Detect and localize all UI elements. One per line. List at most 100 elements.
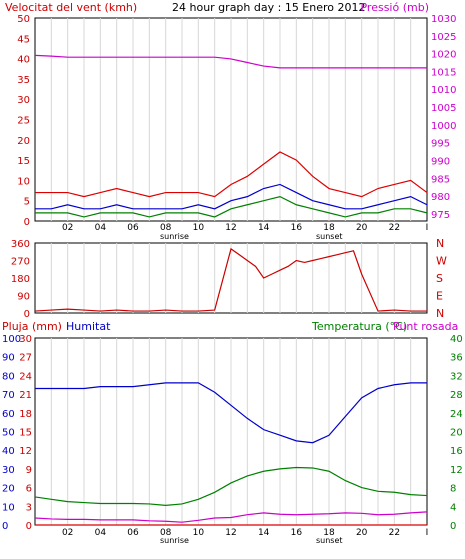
pressure-y-tick-label: 975: [431, 210, 450, 221]
direction-y-tick-label: 90: [17, 292, 30, 303]
pressure-y-tick-label: 1030: [431, 14, 456, 25]
climate-x-tick-label: 14: [258, 528, 270, 538]
climate-x-tick-label: 02: [62, 528, 73, 538]
pressure-y-tick-label: 1010: [431, 85, 456, 96]
climate-sunrise-label: sunrise: [160, 536, 189, 545]
wind-y-tick-label: 20: [17, 136, 30, 147]
climate-grid: [50, 338, 412, 525]
humidity-y-tick-label: 80: [2, 371, 15, 382]
wind-y-tick-label: 10: [17, 176, 30, 187]
humidity-y-tick-label: 70: [2, 390, 15, 401]
temperature-y-tick-label: 4: [450, 502, 456, 513]
series-gust-line: [35, 151, 428, 198]
compass-label: N: [436, 307, 444, 320]
temperature-y-tick-label: 36: [450, 353, 463, 364]
rain-axis-label: Pluja (mm): [2, 320, 62, 333]
temperature-y-tick-label: 28: [450, 390, 463, 401]
rain-y-tick-label: 27: [19, 353, 32, 364]
wind-x-tick-label: 02: [62, 223, 73, 233]
wind-y-tick-label: 30: [17, 95, 30, 106]
series-wind_direction-line: [34, 247, 427, 312]
wind-y-tick-label: 15: [17, 156, 30, 167]
series-pressure-line: [34, 54, 427, 69]
climate-x-tick-label: 08: [160, 528, 172, 538]
humidity-y-tick-label: 60: [2, 409, 15, 420]
temperature-y-tick-label: 40: [450, 334, 463, 345]
wind-x-tick-label: 22: [389, 223, 400, 233]
climate-series: [34, 382, 428, 526]
direction-grid: [50, 243, 412, 313]
pressure-y-tick-label: 985: [431, 174, 450, 185]
pressure-y-tick-label: 990: [431, 156, 450, 167]
rain-y-tick-label: 9: [26, 465, 32, 476]
climate-x-tick-label: I: [426, 528, 429, 538]
humidity-y-tick-label: 30: [2, 465, 15, 476]
series-punt_rosada-line: [34, 511, 428, 523]
wind-sunset-label: sunset: [316, 232, 343, 241]
pressure-y-tick-label: 1015: [431, 67, 456, 78]
rain-y-tick-label: 18: [19, 409, 32, 420]
pressure-y-tick-label: 995: [431, 139, 450, 150]
rain-y-tick-label: 12: [19, 446, 32, 457]
temperature-y-tick-label: 16: [450, 446, 463, 457]
wind-sunrise-label: sunrise: [160, 232, 189, 241]
direction-y-tick-label: 0: [24, 309, 30, 320]
wind-x-tick-label: 10: [193, 223, 205, 233]
compass-label: E: [436, 290, 443, 303]
direction-y-tick-label: 360: [11, 239, 30, 250]
humidity-axis-label: Humitat: [66, 320, 111, 333]
humidity-y-tick-label: 100: [2, 334, 21, 345]
rain-y-tick-label: 15: [19, 428, 32, 439]
temperature-y-tick-label: 12: [450, 465, 463, 476]
direction-series: [34, 247, 427, 312]
series-humitat-line: [35, 382, 427, 444]
humidity-y-tick-label: 90: [2, 353, 15, 364]
humidity-y-tick-label: 20: [2, 484, 15, 495]
wind-grid: [50, 18, 412, 221]
wind-x-tick-label: 08: [160, 223, 172, 233]
wind-chart-title: 24 hour graph day : 15 Enero 2012: [172, 1, 366, 14]
temperature-y-tick-label: 8: [450, 484, 456, 495]
humidity-y-tick-label: 50: [2, 428, 15, 439]
wind-y-tick-label: 0: [24, 217, 30, 228]
wind-x-tick-label: 04: [95, 223, 107, 233]
rain-y-tick-label: 21: [19, 390, 32, 401]
climate-x-tick-label: 06: [127, 528, 139, 538]
direction-y-tick-label: 270: [11, 257, 30, 268]
temperature-y-tick-label: 32: [450, 371, 463, 382]
wind-y-ticks: 0 5 10 15 20 25 30 35 40 45 50: [17, 14, 30, 228]
humidity-y-tick-label: 40: [2, 446, 15, 457]
wind-x-tick-label: 16: [291, 223, 303, 233]
rain-y-tick-label: 0: [26, 521, 32, 532]
rain-y-tick-label: 24: [19, 371, 32, 382]
rain-y-tick-label: 30: [19, 334, 32, 345]
dewpoint-axis-label: Punt rosada: [393, 320, 458, 333]
climate-y-ticks: 0 10 20 30 40 50 60 70 80 90 100 0 3 6 9 12 15 18 21 24 27 30: [2, 334, 32, 532]
temperature-y-tick-label: 24: [450, 409, 463, 420]
temperature-y-ticks: 0 4 8 12 16 20 24 28 32 36 40: [450, 334, 463, 532]
wind-x-ticks: 02 04 06 08 10 12 14 16 18 20 22 I: [62, 223, 428, 233]
pressure-y-ticks: 975 980 985 990 995 1000 1005 1010 1015 1020 1025 1…: [431, 14, 456, 221]
wind-y-tick-label: 50: [17, 14, 30, 25]
compass-label: S: [436, 272, 443, 285]
climate-x-tick-label: 16: [291, 528, 303, 538]
rain-y-tick-label: 6: [26, 484, 32, 495]
humidity-y-tick-label: 10: [2, 502, 15, 513]
wind-left-axis-label: Velocitat del vent (kmh): [5, 1, 137, 14]
climate-sunset-label: sunset: [316, 536, 343, 545]
wind-y-tick-label: 25: [17, 116, 30, 127]
climate-x-tick-label: 18: [323, 528, 335, 538]
direction-y-ticks: 0 90 180 270 360: [11, 239, 30, 320]
wind-series: [34, 54, 428, 218]
wind-x-tick-label: 06: [127, 223, 139, 233]
wind-y-tick-label: 45: [17, 34, 30, 45]
wind-x-tick-label: 18: [323, 223, 335, 233]
pressure-y-tick-label: 1020: [431, 50, 456, 61]
series-temperatura-line: [34, 466, 428, 506]
wind-x-tick-label: 14: [258, 223, 270, 233]
series-avg-line: [35, 183, 428, 210]
temperature-y-tick-label: 0: [450, 521, 456, 532]
climate-x-tick-label: 22: [389, 528, 400, 538]
